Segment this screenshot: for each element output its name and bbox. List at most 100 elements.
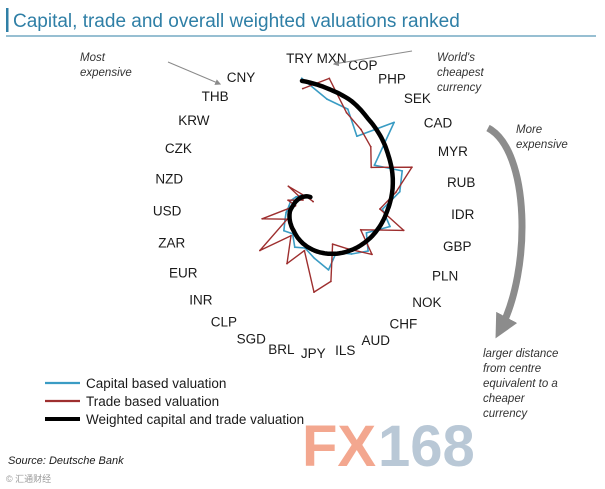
- currency-label-mxn: MXN: [317, 51, 347, 66]
- currency-label-clp: CLP: [211, 315, 237, 330]
- currency-label-eur: EUR: [169, 265, 198, 280]
- series-1-point-pln: [365, 232, 368, 234]
- series-2-point-sgd: [286, 262, 288, 265]
- series-1-point-gbp: [389, 225, 391, 228]
- series-2-point-nok: [371, 253, 373, 256]
- series-2-point-ils: [330, 280, 332, 283]
- currency-label-pln: PLN: [432, 269, 458, 284]
- series-1-point-mxn: [326, 98, 328, 100]
- annotation-distance-line3: equivalent to a: [483, 378, 558, 390]
- currency-label-sek: SEK: [404, 91, 431, 106]
- annotation-distance-line4: cheaper: [483, 393, 526, 405]
- currency-label-sgd: SGD: [237, 332, 267, 347]
- series-2-point-nzd: [287, 199, 289, 202]
- series-2-point-idr: [379, 208, 381, 210]
- series-1-point-sgd: [293, 246, 296, 249]
- legend-label-2: Trade based valuation: [86, 394, 219, 409]
- currency-label-brl: BRL: [268, 342, 295, 357]
- annotation-cheapest-line1: World's: [437, 52, 475, 64]
- legend: Capital based valuation Trade based valua…: [45, 376, 304, 427]
- chart-title: Capital, trade and overall weighted valu…: [13, 11, 460, 32]
- series-1-point-czk: [294, 196, 297, 198]
- currency-label-usd: USD: [153, 204, 182, 219]
- currency-label-inr: INR: [189, 292, 213, 307]
- currency-label-gbp: GBP: [443, 239, 472, 254]
- annotation-more-expensive: More expensive: [486, 124, 568, 339]
- annotation-cheapest-line2: cheapest: [437, 67, 484, 79]
- series-1-point-myr: [401, 170, 404, 172]
- series-2-point-mxn: [328, 77, 331, 80]
- currency-label-idr: IDR: [451, 207, 475, 222]
- series-2-point-jpy: [313, 291, 315, 293]
- series-2-point-myr: [411, 166, 413, 169]
- currency-label-try: TRY: [286, 51, 313, 66]
- series-1-point-idr: [381, 208, 384, 211]
- series-1-point-php: [356, 135, 358, 138]
- watermark-fx: FX: [302, 414, 376, 479]
- annotation-distance-note: larger distance from centre equivalent t…: [483, 348, 558, 420]
- watermark-small-text: © 汇通财经: [6, 473, 51, 484]
- annotation-distance-line1: larger distance: [483, 348, 558, 360]
- currency-label-ils: ILS: [335, 343, 355, 358]
- title-accent-bar: [6, 8, 9, 32]
- annotation-more-expensive-line1: More: [516, 124, 542, 136]
- series-1-point-nok: [367, 250, 369, 252]
- series-1-point-ils: [327, 269, 330, 271]
- currency-label-jpy: JPY: [301, 346, 326, 361]
- currency-label-rub: RUB: [447, 175, 476, 190]
- more-expensive-direction-arrow: [486, 124, 526, 339]
- series-1-point-rub: [398, 190, 401, 193]
- series-2-point-krw: [287, 185, 290, 188]
- series-2-point-aud: [331, 243, 334, 246]
- annotation-distance-line5: currency: [483, 408, 528, 420]
- currency-label-nzd: NZD: [155, 172, 183, 187]
- series-2-point-pln: [359, 228, 362, 231]
- series-1-point-jpy: [313, 257, 316, 260]
- series-2-point-cad: [370, 166, 373, 169]
- series-2-point-cny: [312, 200, 314, 203]
- currency-label-cny: CNY: [227, 70, 256, 85]
- series-2-point-brl: [303, 249, 306, 252]
- legend-label-3: Weighted capital and trade valuation: [86, 412, 304, 427]
- series-layer: [259, 77, 413, 293]
- currency-label-krw: KRW: [178, 113, 210, 128]
- series-1-point-chf: [350, 253, 353, 255]
- series-2-point-clp: [290, 234, 292, 237]
- annotation-cheapest: World's cheapest currency: [332, 50, 484, 94]
- series-2-point-zar: [261, 217, 264, 220]
- most-expensive-arrow: [167, 61, 222, 85]
- cheapest-arrow: [332, 50, 413, 67]
- currency-label-cad: CAD: [424, 116, 453, 131]
- series-2-point-czk: [302, 199, 304, 201]
- currency-label-czk: CZK: [165, 141, 192, 156]
- series-1-point-cad: [373, 164, 376, 167]
- currency-label-chf: CHF: [390, 317, 418, 332]
- annotation-most-expensive: Most expensive: [80, 52, 222, 85]
- legend-label-1: Capital based valuation: [86, 376, 226, 391]
- series-2-point-gbp: [402, 229, 405, 232]
- series-1-point-zar: [285, 211, 287, 214]
- currency-label-aud: AUD: [361, 333, 390, 348]
- annotation-cheapest-line3: currency: [437, 82, 482, 94]
- series-line-2: [259, 77, 413, 293]
- annotation-most-expensive-line2: expensive: [80, 67, 132, 79]
- series-1-point-usd: [288, 205, 290, 207]
- currency-label-zar: ZAR: [158, 236, 185, 251]
- series-1-point-cop: [346, 108, 349, 110]
- series-1-point-sek: [393, 121, 395, 124]
- series-2-point-php: [360, 128, 362, 131]
- series-2-point-cop: [345, 111, 348, 114]
- source-note: Source: Deutsche Bank: [8, 455, 124, 467]
- series-2-point-rub: [395, 191, 397, 194]
- series-2-point-inr: [259, 249, 261, 252]
- currency-label-php: PHP: [378, 72, 406, 87]
- series-line-3: [287, 78, 396, 257]
- currency-label-thb: THB: [202, 89, 229, 104]
- series-2-point-try: [301, 87, 304, 90]
- watermark: FX 168 © 汇通财经: [6, 414, 475, 484]
- currency-label-cop: COP: [348, 58, 377, 73]
- series-2-point-sek: [369, 145, 372, 148]
- watermark-168: 168: [378, 414, 475, 479]
